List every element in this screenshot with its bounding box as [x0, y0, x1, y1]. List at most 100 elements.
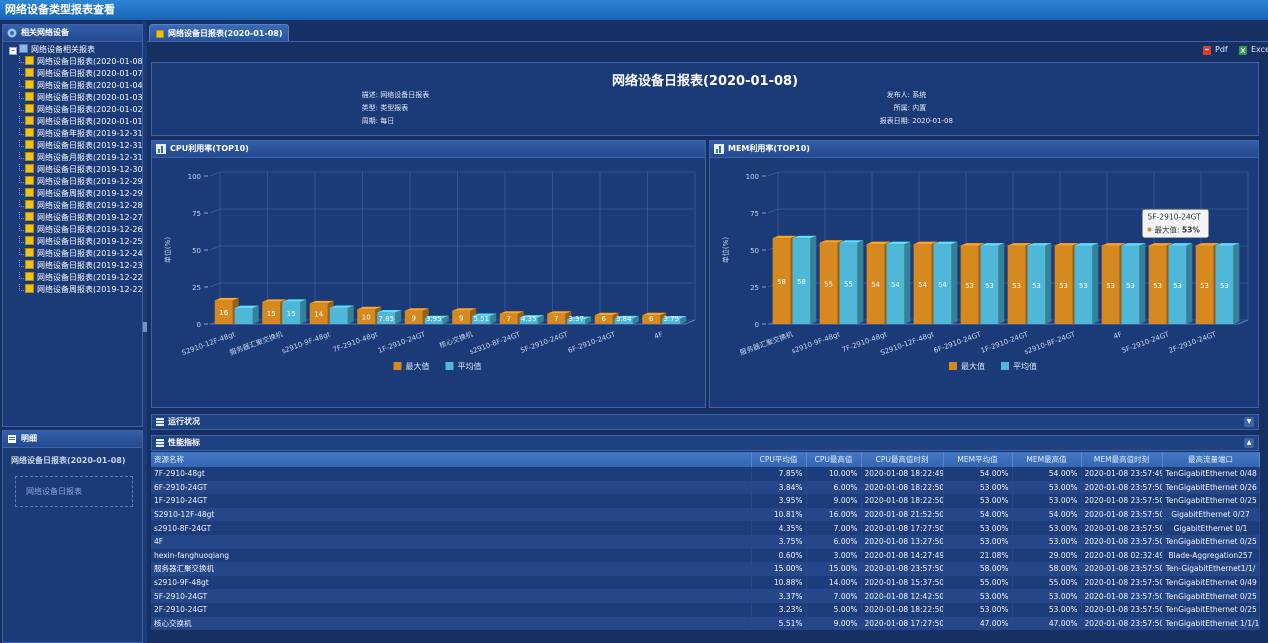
bar[interactable]: [329, 305, 354, 324]
tab-report[interactable]: 网络设备日报表(2020-01-08): [149, 24, 290, 41]
perf-bar[interactable]: 性能指标 ▲: [151, 435, 1259, 451]
tree-root[interactable]: − 网络设备相关报表: [7, 44, 142, 56]
bar-top: [1215, 243, 1240, 246]
column-header[interactable]: MEM平均值: [943, 452, 1013, 467]
tree-item[interactable]: 网络设备日报表(2020-01-01): [7, 116, 146, 128]
table-row[interactable]: s2910-9F-48gt 10.88% 14.00% 2020-01-08 15:3…: [151, 575, 1260, 590]
bar[interactable]: [792, 235, 817, 324]
table-cell: s2910-8F-24GT: [151, 521, 752, 535]
meta-period: 周期: 每日: [358, 116, 395, 126]
tooltip: 5F-2910-24GT 最大值: 53%: [1142, 209, 1209, 238]
legend-label[interactable]: 平均值: [458, 361, 482, 371]
bar[interactable]: [1121, 243, 1146, 324]
pdf-button[interactable]: Pdf: [1203, 45, 1228, 55]
tree-item[interactable]: 网络设备日报表(2019-12-30): [7, 164, 146, 176]
bar[interactable]: [1027, 243, 1052, 324]
bar[interactable]: [839, 240, 864, 324]
table-row[interactable]: 7F-2910-48gt 7.85% 10.00% 2020-01-08 18:22:…: [151, 467, 1260, 481]
tree-item-label: 网络设备日报表(2020-01-04): [37, 81, 146, 90]
column-header[interactable]: 最高流量端口: [1162, 452, 1260, 467]
column-header[interactable]: CPU最高值时刻: [861, 452, 944, 467]
excel-button[interactable]: Excel: [1239, 45, 1268, 55]
bar[interactable]: [980, 243, 1005, 324]
running-status-bar[interactable]: 运行状况 ▼: [151, 414, 1259, 430]
bar[interactable]: [614, 315, 639, 324]
bar[interactable]: [886, 241, 911, 324]
table-row[interactable]: S2910-12F-48gt 10.81% 16.00% 2020-01-08 21:…: [151, 507, 1260, 522]
legend-swatch: [1001, 362, 1009, 370]
meta-desc: 描述: 网络设备日报表: [358, 90, 430, 100]
tree-connector: [19, 272, 26, 279]
table-row[interactable]: 6F-2910-24GT 3.84% 6.00% 2020-01-08 18:22:5…: [151, 480, 1260, 495]
table-row[interactable]: 核心交换机 5.51% 9.00% 2020-01-08 17:27:50 47.00%…: [151, 616, 1260, 631]
table-row[interactable]: s2910-8F-24GT 4.35% 7.00% 2020-01-08 17:27:…: [151, 521, 1260, 535]
data-label: 9: [459, 314, 463, 322]
bar[interactable]: [472, 313, 497, 324]
column-header[interactable]: CPU最高值: [806, 452, 862, 467]
table-row[interactable]: hexin-fanghuoqiang 0.60% 3.00% 2020-01-08 1…: [151, 548, 1260, 563]
column-header[interactable]: CPU平均值: [751, 452, 807, 467]
table-cell: 53.00%: [943, 589, 1013, 603]
tree-item[interactable]: 网络设备日报表(2019-12-28): [7, 200, 146, 212]
table-row[interactable]: 1F-2910-24GT 3.95% 9.00% 2020-01-08 18:22:5…: [151, 494, 1260, 508]
legend-label[interactable]: 最大值: [406, 361, 430, 371]
tree-item[interactable]: 网络设备日报表(2020-01-04): [7, 80, 146, 92]
table-cell: 10.88%: [751, 575, 807, 590]
legend-label[interactable]: 平均值: [1013, 361, 1037, 371]
column-header[interactable]: 资源名称: [151, 452, 752, 467]
tree-item[interactable]: 网络设备日报表(2019-12-23): [7, 260, 146, 272]
bar-top: [1121, 243, 1146, 246]
main-area: 网络设备日报表(2020-01-08) Pdf Excel 网络设备日报表(20…: [147, 22, 1268, 643]
table-cell: 2020-01-08 17:27:50: [861, 616, 944, 631]
tree-item[interactable]: 网络设备周报表(2019-12-29): [7, 188, 146, 200]
splitter-handle[interactable]: [143, 322, 147, 332]
table-row[interactable]: 4F 3.75% 6.00% 2020-01-08 13:27:50 53.00% 53.…: [151, 534, 1260, 549]
table-row[interactable]: 5F-2910-24GT 3.37% 7.00% 2020-01-08 12:42:5…: [151, 589, 1260, 603]
bar[interactable]: [567, 316, 592, 324]
tree-item[interactable]: 网络设备月报表(2019-12-31): [7, 152, 146, 164]
bar-side: [347, 305, 354, 324]
bar[interactable]: [1215, 243, 1240, 324]
tree-item[interactable]: 网络设备日报表(2020-01-08): [7, 56, 146, 68]
tree-item[interactable]: 网络设备日报表(2020-01-02): [7, 104, 146, 116]
table-row[interactable]: 服务器汇聚交换机 15.00% 15.00% 2020-01-08 23:57:50 5…: [151, 562, 1260, 576]
bar[interactable]: [519, 315, 544, 324]
tree-item-label: 网络设备年报表(2019-12-31): [37, 129, 146, 138]
bar[interactable]: [282, 299, 307, 324]
bar[interactable]: [1074, 243, 1099, 324]
tree-item[interactable]: 网络设备年报表(2019-12-31): [7, 128, 146, 140]
bar[interactable]: [933, 241, 958, 324]
left-column: 相关网络设备 − 网络设备相关报表 网络设备日报表(2020-01-08) 网络设备…: [0, 22, 146, 643]
tree-item[interactable]: 网络设备日报表(2019-12-25): [7, 236, 146, 248]
tree-item[interactable]: 网络设备日报表(2019-12-31): [7, 140, 146, 152]
collapse-icon[interactable]: −: [9, 47, 17, 55]
bar[interactable]: [377, 309, 402, 324]
y-axis-label: 单位(%): [163, 237, 172, 263]
splitter[interactable]: [143, 22, 147, 643]
table-row[interactable]: 2F-2910-24GT 3.23% 5.00% 2020-01-08 18:22:5…: [151, 602, 1260, 617]
device-tree-panel: 相关网络设备 − 网络设备相关报表 网络设备日报表(2020-01-08) 网络设备…: [2, 24, 146, 427]
tree-connector: [19, 92, 26, 99]
tree-item[interactable]: 网络设备日报表(2019-12-24): [7, 248, 146, 260]
tree-item[interactable]: 网络设备日报表(2020-01-03): [7, 92, 146, 104]
bar-top: [614, 315, 639, 319]
tree-item[interactable]: 网络设备日报表(2019-12-26): [7, 224, 146, 236]
publisher-value: 系统: [912, 91, 927, 99]
collapse-icon[interactable]: ▲: [1244, 438, 1254, 448]
tree-item[interactable]: 网络设备日报表(2019-12-22): [7, 272, 146, 284]
expand-icon[interactable]: ▼: [1244, 417, 1254, 427]
perf-title: 性能指标: [168, 438, 200, 447]
column-header[interactable]: MEM最高值时刻: [1081, 452, 1163, 467]
bar-top: [499, 311, 524, 314]
tree-item[interactable]: 网络设备日报表(2019-12-29): [7, 176, 146, 188]
bar[interactable]: [1168, 243, 1193, 324]
bar[interactable]: [662, 316, 687, 324]
column-header[interactable]: MEM最高值: [1012, 452, 1082, 467]
tree-item[interactable]: 网络设备日报表(2020-01-07): [7, 68, 146, 80]
table-cell: 5.51%: [751, 616, 807, 631]
bar[interactable]: [424, 315, 449, 324]
legend-label[interactable]: 最大值: [961, 361, 985, 371]
tree-item[interactable]: 网络设备日报表(2019-12-27): [7, 212, 146, 224]
bar[interactable]: [234, 305, 259, 324]
tree-item[interactable]: 网络设备周报表(2019-12-22): [7, 284, 146, 296]
